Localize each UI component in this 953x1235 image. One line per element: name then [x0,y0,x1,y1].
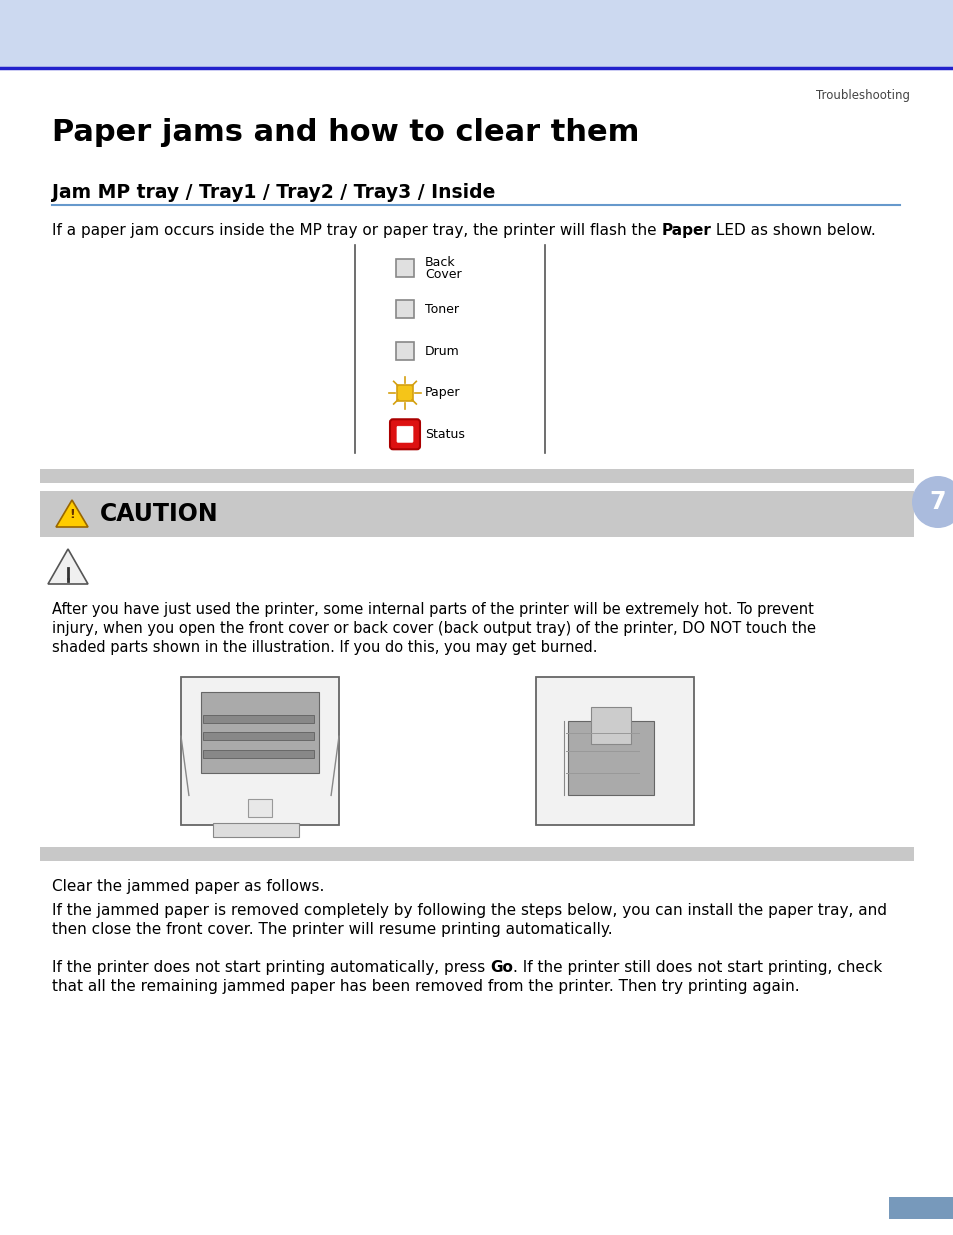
Bar [567,721,654,795]
FancyBboxPatch shape [396,426,413,442]
Ellipse shape [651,776,689,808]
Ellipse shape [193,682,240,724]
Ellipse shape [540,776,578,808]
Text: If the printer does not start printing automatically, press: If the printer does not start printing a… [52,960,490,974]
Text: Cover: Cover [424,268,461,282]
Text: If a paper jam occurs inside the MP tray or paper tray, the printer will flash t: If a paper jam occurs inside the MP tray… [52,224,660,238]
Text: Clear the jammed paper as follows.: Clear the jammed paper as follows. [52,879,324,894]
Bar [213,823,299,837]
Ellipse shape [186,776,223,808]
Bar [40,492,913,537]
Bar [40,469,913,483]
Text: then close the front cover. The printer will resume printing automatically.: then close the front cover. The printer … [52,923,612,937]
Bar [203,732,314,740]
Bar [200,692,319,773]
Text: shaded parts shown in the illustration. If you do this, you may get burned.: shaded parts shown in the illustration. … [52,640,597,655]
Text: Paper: Paper [424,387,460,399]
Text: After you have just used the printer, some internal parts of the printer will be: After you have just used the printer, so… [52,601,813,618]
Text: Status: Status [424,427,464,441]
FancyBboxPatch shape [181,677,338,825]
Text: Jam MP tray / Tray1 / Tray2 / Tray3 / Inside: Jam MP tray / Tray1 / Tray2 / Tray3 / In… [52,183,495,203]
Bar [248,799,272,818]
Text: LED as shown below.: LED as shown below. [711,224,875,238]
Text: 115: 115 [901,1223,930,1235]
Text: . If the printer still does not start printing, check: . If the printer still does not start pr… [513,960,882,974]
FancyBboxPatch shape [536,677,693,825]
Text: !: ! [69,508,74,520]
Text: Paper: Paper [660,224,711,238]
Bar [203,715,314,722]
Text: 7: 7 [929,490,945,514]
Text: injury, when you open the front cover or back cover (back output tray) of the pr: injury, when you open the front cover or… [52,621,815,636]
Text: Toner: Toner [424,303,458,316]
Bar [888,1197,953,1219]
Text: Go: Go [490,960,513,974]
Polygon shape [56,500,88,527]
Polygon shape [48,550,88,584]
Bar [203,751,314,758]
Text: CAUTION: CAUTION [100,501,218,526]
FancyBboxPatch shape [390,419,419,450]
Text: Troubleshooting: Troubleshooting [815,89,909,103]
Text: that all the remaining jammed paper has been removed from the printer. Then try : that all the remaining jammed paper has … [52,979,799,994]
FancyBboxPatch shape [396,384,413,400]
Text: Drum: Drum [424,345,459,358]
Ellipse shape [296,776,334,808]
Bar [591,706,630,743]
FancyBboxPatch shape [395,300,414,319]
Text: If the jammed paper is removed completely by following the steps below, you can : If the jammed paper is removed completel… [52,903,886,918]
Bar [0,0,953,68]
Bar [40,847,913,861]
Ellipse shape [547,682,595,724]
Text: Back: Back [424,257,456,269]
Text: Paper jams and how to clear them: Paper jams and how to clear them [52,119,639,147]
Ellipse shape [634,682,681,724]
Circle shape [911,475,953,529]
FancyBboxPatch shape [395,342,414,361]
Ellipse shape [279,682,327,724]
FancyBboxPatch shape [395,259,414,277]
